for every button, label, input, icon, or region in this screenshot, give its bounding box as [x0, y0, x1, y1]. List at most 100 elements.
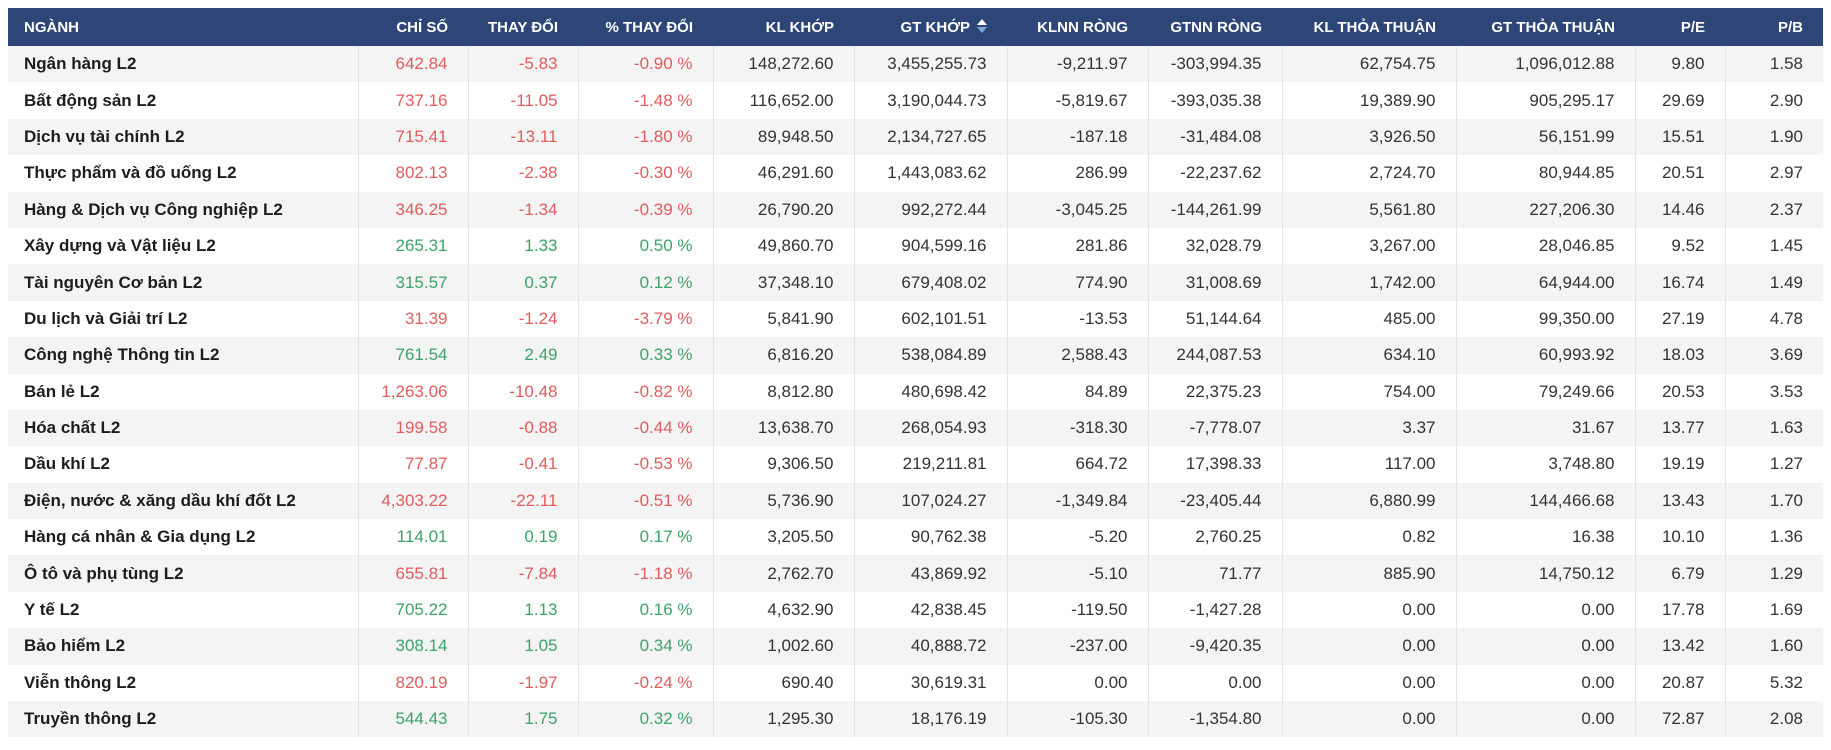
cell-kl-khop: 1,002.60: [712, 628, 854, 665]
column-header-kl-thoa-thuan[interactable]: KL THỎA THUẬN: [1282, 8, 1456, 46]
column-header-nganh[interactable]: NGÀNH: [8, 8, 358, 46]
cell-chi-so: 761.54: [357, 337, 468, 374]
sector-row[interactable]: Dầu khí L2 77.87 -0.41 -0.53 % 9,306.50 219,2…: [8, 446, 1823, 483]
cell-chi-so: 715.41: [357, 118, 468, 156]
cell-kl-khop: 148,272.60: [712, 46, 854, 83]
sector-row[interactable]: Hóa chất L2 199.58 -0.88 -0.44 % 13,638.70 26…: [8, 409, 1823, 447]
cell-klnn-rong: -105.30: [1006, 701, 1148, 738]
cell-pct-thay-doi: -0.30 %: [577, 155, 713, 192]
cell-kl-thoa-thuan: 3.37: [1281, 409, 1456, 447]
cell-gtnn-rong: -22,237.62: [1147, 155, 1282, 192]
cell-klnn-rong: -1,349.84: [1006, 482, 1148, 520]
cell-thay-doi: -22.11: [467, 482, 578, 520]
cell-klnn-rong: 664.72: [1006, 446, 1148, 483]
sector-row[interactable]: Điện, nước & xăng dầu khí đốt L2 4,303.22…: [8, 482, 1823, 520]
cell-pb: 3.69: [1724, 337, 1823, 374]
cell-kl-khop: 690.40: [712, 664, 854, 702]
sort-arrows-icon[interactable]: [977, 18, 987, 33]
cell-gt-khop: 904,599.16: [853, 227, 1007, 265]
column-header-gtnn-rong[interactable]: GTNN RÒNG: [1148, 8, 1282, 46]
sector-row[interactable]: Bảo hiểm L2 308.14 1.05 0.34 % 1,002.60 40,88…: [8, 628, 1823, 665]
column-header-gt-thoa-thuan[interactable]: GT THỎA THUẬN: [1456, 8, 1635, 46]
cell-pe: 14.46: [1634, 191, 1725, 228]
sector-row[interactable]: Y tế L2 705.22 1.13 0.16 % 4,632.90 42,838.45…: [8, 591, 1823, 629]
cell-thay-doi: 0.19: [467, 519, 578, 556]
cell-gtnn-rong: -303,994.35: [1147, 46, 1282, 83]
sector-name: Bất động sản L2: [24, 90, 157, 110]
cell-pe: 16.74: [1634, 264, 1725, 301]
cell-gt-khop: 107,024.27: [853, 482, 1007, 520]
cell-gtnn-rong: -9,420.35: [1147, 628, 1282, 665]
sector-name: Ô tô và phụ tùng L2: [24, 563, 184, 583]
cell-kl-thoa-thuan: 1,742.00: [1281, 264, 1456, 301]
cell-kl-thoa-thuan: 885.90: [1281, 555, 1456, 592]
sector-row[interactable]: Bán lẻ L2 1,263.06 -10.48 -0.82 % 8,812.80 48…: [8, 373, 1823, 410]
cell-pb: 2.97: [1724, 155, 1823, 192]
sector-name: Ngân hàng L2: [24, 54, 137, 74]
column-header-klnn-rong[interactable]: KLNN RÒNG: [1007, 8, 1148, 46]
sector-row[interactable]: Công nghệ Thông tin L2 761.54 2.49 0.33 % 6,…: [8, 337, 1823, 374]
column-header-thay-doi[interactable]: THAY ĐỔI: [468, 8, 578, 46]
cell-kl-khop: 89,948.50: [712, 118, 854, 156]
cell-gtnn-rong: -393,035.38: [1147, 82, 1282, 119]
sector-row[interactable]: Du lịch và Giải trí L2 31.39 -1.24 -3.79 % 5…: [8, 300, 1823, 338]
sector-row[interactable]: Ô tô và phụ tùng L2 655.81 -7.84 -1.18 % 2,7…: [8, 555, 1823, 592]
cell-kl-khop: 37,348.10: [712, 264, 854, 301]
column-header-pe[interactable]: P/E: [1635, 8, 1725, 46]
cell-pct-thay-doi: 0.17 %: [577, 519, 713, 556]
cell-klnn-rong: 286.99: [1006, 155, 1148, 192]
cell-klnn-rong: 84.89: [1006, 373, 1148, 410]
sector-name: Viễn thông L2: [24, 672, 137, 692]
cell-gt-thoa-thuan: 905,295.17: [1455, 82, 1635, 119]
column-header-gt-khop[interactable]: GT KHỚP: [854, 8, 1007, 46]
cell-pb: 1.29: [1724, 555, 1823, 592]
column-label: GT THỎA THUẬN: [1491, 18, 1615, 36]
sector-row[interactable]: Xây dựng và Vật liệu L2 265.31 1.33 0.50 % 4…: [8, 227, 1823, 265]
sector-row[interactable]: Dịch vụ tài chính L2 715.41 -13.11 -1.80 % 8…: [8, 118, 1823, 156]
sector-row[interactable]: Hàng & Dịch vụ Công nghiệp L2 346.25 -1.34…: [8, 191, 1823, 228]
cell-gtnn-rong: 17,398.33: [1147, 446, 1282, 483]
cell-kl-thoa-thuan: 19,389.90: [1281, 82, 1456, 119]
cell-pct-thay-doi: -0.53 %: [577, 446, 713, 483]
cell-gt-khop: 90,762.38: [853, 519, 1007, 556]
cell-thay-doi: 0.37: [467, 264, 578, 301]
sector-name: Dịch vụ tài chính L2: [24, 126, 185, 146]
sector-row[interactable]: Truyền thông L2 544.43 1.75 0.32 % 1,295.30 1…: [8, 701, 1823, 738]
sector-row[interactable]: Ngân hàng L2 642.84 -5.83 -0.90 % 148,272.60…: [8, 46, 1823, 83]
cell-klnn-rong: 0.00: [1006, 664, 1148, 702]
cell-pct-thay-doi: -1.18 %: [577, 555, 713, 592]
cell-gtnn-rong: 71.77: [1147, 555, 1282, 592]
header-row: NGÀNH CHỈ SỐ THAY ĐỔI % THAY ĐỔI KL KHỚP…: [8, 8, 1823, 46]
cell-gtnn-rong: -31,484.08: [1147, 118, 1282, 156]
sector-row[interactable]: Bất động sản L2 737.16 -11.05 -1.48 % 116,65…: [8, 82, 1823, 119]
cell-gt-thoa-thuan: 227,206.30: [1455, 191, 1635, 228]
column-header-kl-khop[interactable]: KL KHỚP: [713, 8, 854, 46]
sector-row[interactable]: Thực phẩm và đồ uống L2 802.13 -2.38 -0.30 …: [8, 155, 1823, 192]
sector-name: Điện, nước & xăng dầu khí đốt L2: [24, 490, 296, 510]
cell-gt-khop: 2,134,727.65: [853, 118, 1007, 156]
column-label: P/B: [1777, 18, 1803, 36]
sector-row[interactable]: Viễn thông L2 820.19 -1.97 -0.24 % 690.40 30,…: [8, 664, 1823, 702]
column-header-pb[interactable]: P/B: [1725, 8, 1823, 46]
cell-pe: 18.03: [1634, 337, 1725, 374]
cell-pb: 4.78: [1724, 300, 1823, 338]
cell-gtnn-rong: 31,008.69: [1147, 264, 1282, 301]
column-label: KLNN RÒNG: [1037, 18, 1128, 36]
cell-pb: 1.60: [1724, 628, 1823, 665]
cell-pe: 19.19: [1634, 446, 1725, 483]
cell-thay-doi: 1.05: [467, 628, 578, 665]
cell-pct-thay-doi: 0.16 %: [577, 591, 713, 629]
column-header-pct-thay-doi[interactable]: % THAY ĐỔI: [578, 8, 713, 46]
cell-klnn-rong: -5.20: [1006, 519, 1148, 556]
cell-kl-thoa-thuan: 6,880.99: [1281, 482, 1456, 520]
sector-row[interactable]: Tài nguyên Cơ bản L2 315.57 0.37 0.12 % 37,3…: [8, 264, 1823, 301]
cell-kl-thoa-thuan: 634.10: [1281, 337, 1456, 374]
cell-thay-doi: 1.33: [467, 227, 578, 265]
sector-row[interactable]: Hàng cá nhân & Gia dụng L2 114.01 0.19 0.17…: [8, 519, 1823, 556]
cell-kl-khop: 1,295.30: [712, 701, 854, 738]
cell-pct-thay-doi: -0.24 %: [577, 664, 713, 702]
cell-pct-thay-doi: 0.32 %: [577, 701, 713, 738]
column-header-chi-so[interactable]: CHỈ SỐ: [358, 8, 468, 46]
cell-gt-thoa-thuan: 16.38: [1455, 519, 1635, 556]
